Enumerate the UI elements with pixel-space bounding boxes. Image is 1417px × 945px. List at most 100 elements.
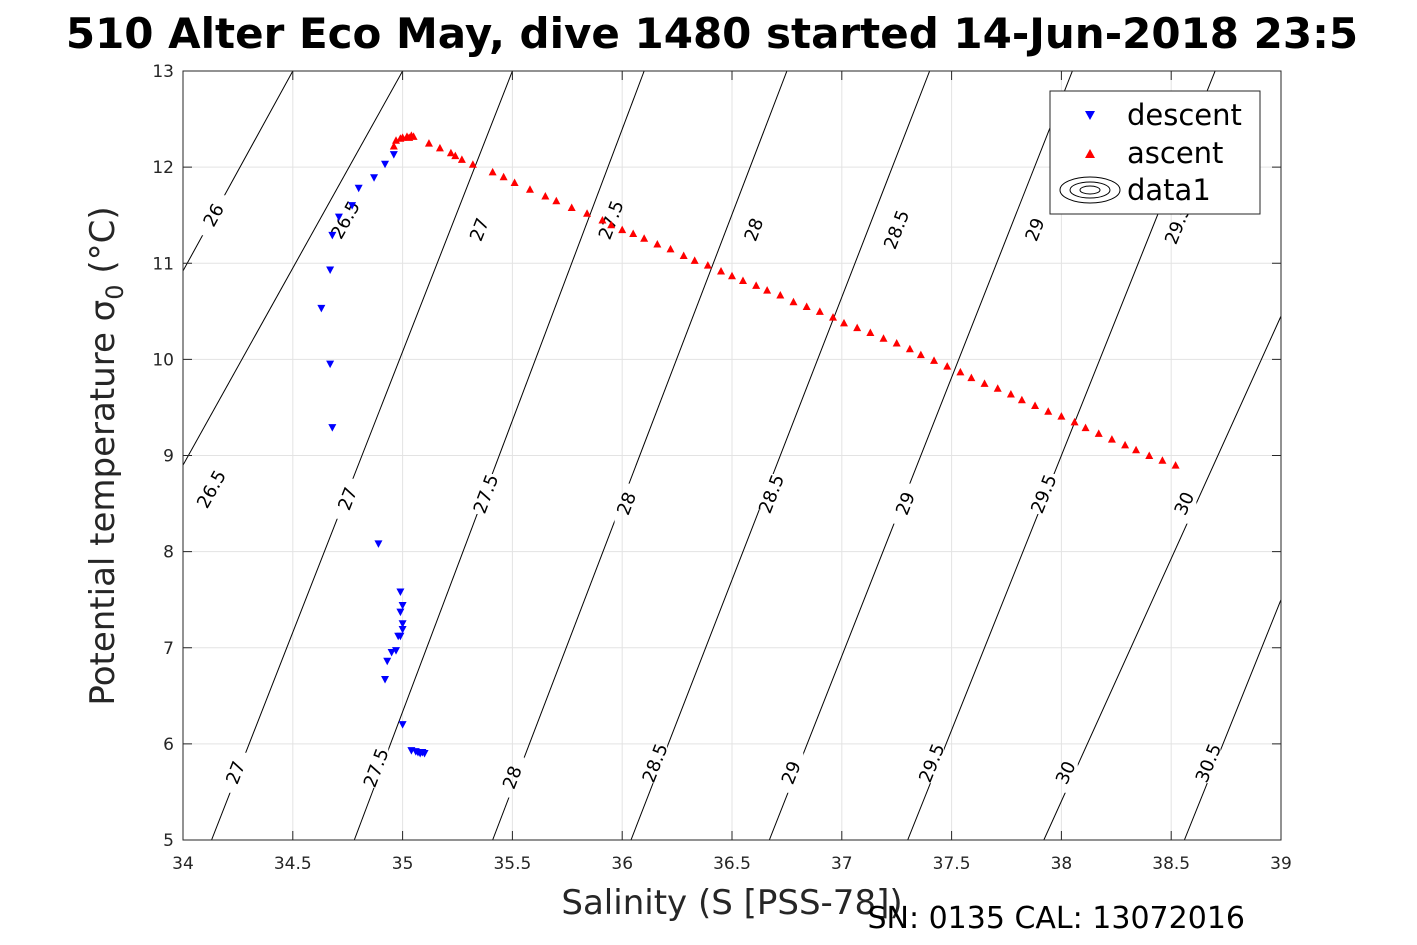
descent-point — [328, 231, 337, 240]
ascent-point — [776, 290, 785, 299]
ascent-point — [499, 172, 508, 181]
x-tick-label: 35 — [392, 854, 414, 874]
x-tick-label: 36.5 — [713, 854, 751, 874]
ascent-point — [1044, 407, 1053, 415]
y-axis-label-unit: (°C) — [83, 206, 123, 284]
ascent-point — [967, 373, 976, 382]
ascent-point — [690, 256, 699, 264]
ascent-point — [930, 356, 939, 364]
ascent-point — [598, 215, 607, 224]
x-tick-label: 37 — [831, 854, 853, 874]
ascent-point — [488, 167, 497, 176]
ascent-point — [629, 229, 638, 237]
descent-point — [398, 620, 407, 628]
ascent-point — [583, 209, 592, 217]
ascent-point — [666, 244, 675, 253]
ascent-point — [703, 261, 712, 269]
descent-point — [370, 174, 379, 182]
legend-descent-label: descent — [1127, 98, 1242, 132]
ascent-point — [468, 160, 477, 168]
ascent-point — [1107, 435, 1116, 443]
ascent-point — [424, 139, 433, 147]
descent-point — [383, 657, 392, 666]
y-tick-label: 10 — [152, 350, 174, 370]
ascent-point — [607, 220, 616, 229]
legend-descent-marker — [1085, 111, 1095, 120]
descent-point — [398, 601, 407, 610]
ascent-point — [879, 334, 888, 342]
y-tick-label: 9 — [163, 447, 174, 467]
x-tick-label: 37.5 — [933, 854, 971, 874]
ascent-point — [980, 379, 989, 387]
x-axis-label: Salinity (S [PSS-78]) — [561, 883, 902, 923]
descent-point — [374, 540, 383, 548]
x-tick-label: 34 — [172, 854, 194, 874]
ascent-point — [905, 344, 914, 353]
x-tick-label: 35.5 — [493, 854, 531, 874]
ascent-point — [640, 234, 649, 242]
ascent-point — [1017, 395, 1026, 404]
contour-line — [1183, 599, 1281, 840]
ascent-point — [446, 148, 455, 157]
ascent-point — [653, 240, 662, 248]
ascent-point — [1070, 417, 1079, 426]
y-axis-label: Potential temperature σ0 (°C) — [83, 206, 129, 705]
y-tick-label: 11 — [152, 254, 174, 274]
y-tick-label: 12 — [152, 158, 174, 178]
descent-point — [317, 304, 326, 313]
ascent-point — [815, 307, 824, 315]
ascent-point — [1158, 456, 1167, 464]
ascent-point — [1132, 445, 1141, 454]
descent-point — [394, 632, 403, 641]
x-tick-label: 34.5 — [274, 854, 312, 874]
ascent-point — [1081, 423, 1090, 432]
ascent-point — [567, 203, 576, 211]
contour-line — [768, 71, 1073, 840]
y-axis-label-main: Potential temperature σ — [83, 300, 123, 706]
x-tick-label: 36 — [611, 854, 633, 874]
y-tick-label: 5 — [163, 831, 174, 851]
ascent-point — [853, 323, 862, 332]
descent-point — [381, 160, 390, 169]
descent-point — [326, 360, 335, 369]
y-tick-label: 7 — [163, 639, 174, 659]
ascent-point — [1171, 461, 1180, 469]
descent-point — [396, 588, 405, 596]
chart-title: 510 Alter Eco May, dive 1480 started 14-… — [66, 9, 1358, 58]
ascent-point — [679, 251, 688, 260]
y-axis-ticks: 5 6 7 8 9 10 11 12 13 — [152, 62, 1281, 851]
ascent-point — [956, 367, 965, 376]
legend-contour-icon — [1059, 176, 1121, 204]
ascent-point — [993, 384, 1002, 392]
descent-point — [398, 721, 407, 729]
contour-line — [630, 71, 931, 840]
ascent-point — [1006, 389, 1015, 398]
contour-line — [211, 71, 513, 840]
legend-ascent-marker — [1085, 149, 1095, 158]
descent-point — [328, 424, 337, 432]
ascent-point — [618, 225, 627, 234]
descent-point — [392, 647, 401, 655]
descent-point — [420, 749, 429, 758]
descent-point — [326, 266, 335, 274]
ascent-series — [389, 131, 1180, 469]
x-tick-label: 39 — [1270, 854, 1292, 874]
legend: descent ascent data1 — [1049, 90, 1261, 215]
ascent-point — [839, 318, 848, 327]
contour-line — [353, 71, 645, 840]
ascent-point — [510, 178, 519, 187]
legend-ascent-label: ascent — [1127, 136, 1223, 170]
ascent-point — [1031, 401, 1040, 410]
contour-line — [1043, 315, 1281, 840]
ascent-point — [409, 132, 418, 140]
contour-line — [183, 71, 404, 466]
descent-point — [398, 625, 407, 634]
y-tick-label: 8 — [163, 543, 174, 563]
x-tick-label: 38.5 — [1152, 854, 1190, 874]
ascent-point — [728, 271, 736, 280]
ascent-point — [1057, 412, 1066, 420]
ascent-point — [435, 143, 444, 152]
ascent-point — [892, 339, 901, 347]
ascent-point — [763, 286, 772, 294]
